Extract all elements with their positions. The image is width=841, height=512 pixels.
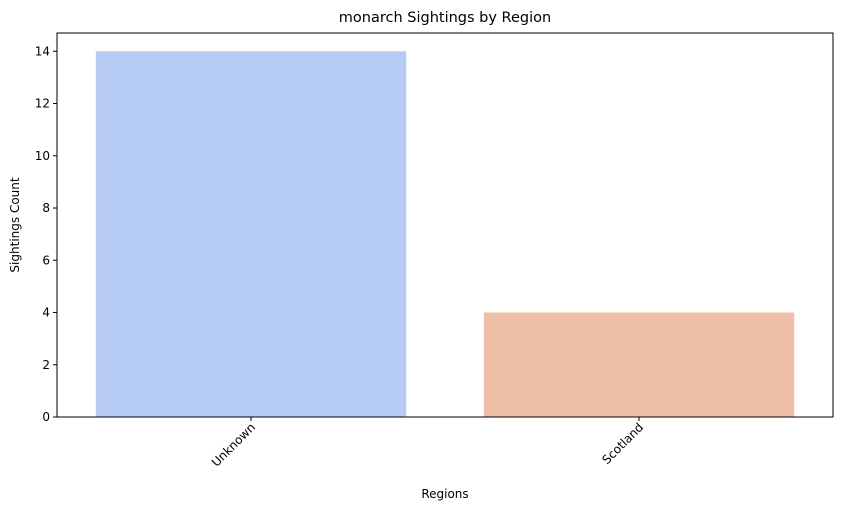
- y-tick-label: 10: [35, 149, 50, 163]
- y-tick-label: 2: [42, 358, 50, 372]
- x-axis-title: Regions: [421, 487, 468, 501]
- y-tick-label: 0: [42, 410, 50, 424]
- bar-scotland: [483, 312, 795, 417]
- y-tick-label: 14: [35, 44, 50, 58]
- bars-group: [95, 51, 795, 418]
- x-axis: Unknown Scotland: [209, 417, 646, 470]
- y-tick-label: 8: [42, 201, 50, 215]
- x-tick-label: Scotland: [599, 420, 646, 467]
- chart-title: monarch Sightings by Region: [339, 10, 551, 26]
- bar-unknown: [95, 51, 407, 418]
- y-tick-label: 4: [42, 306, 50, 320]
- y-tick-label: 6: [42, 253, 50, 267]
- y-tick-label: 12: [35, 97, 50, 111]
- plot-frame: [56, 32, 834, 418]
- y-axis: 0 2 4 6 8 10 12 14: [35, 44, 57, 424]
- y-axis-title: Sightings Count: [8, 177, 22, 272]
- x-tick-label: Unknown: [209, 420, 258, 469]
